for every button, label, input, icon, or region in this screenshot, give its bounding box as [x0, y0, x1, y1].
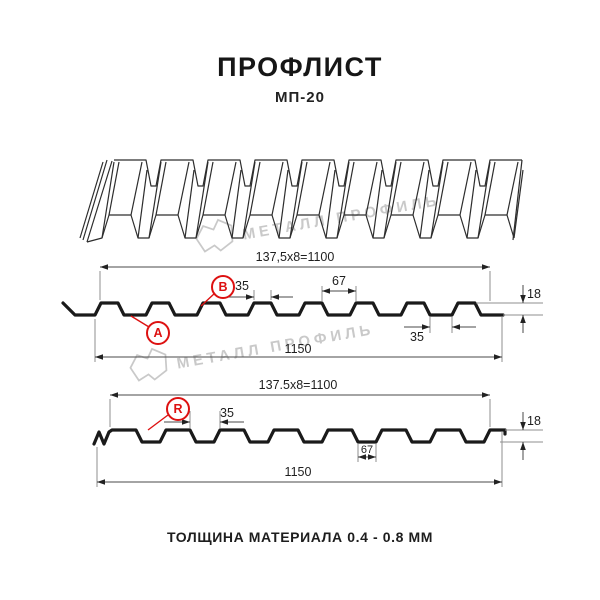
side-a-badge: A	[146, 321, 170, 345]
dim-valley-width: 35	[410, 330, 424, 344]
dim-pitch-formula-bottom: 137.5x8=1100	[258, 378, 338, 392]
dim-profile-height: 18	[527, 287, 541, 301]
side-b-badge: B	[211, 275, 235, 299]
dim-overall-width: 1150	[284, 342, 312, 356]
page-title: ПРОФЛИСТ	[217, 52, 383, 82]
dim-pitch-formula-top: 137,5x8=1100	[255, 250, 335, 264]
dim-valley-opening: 67	[332, 274, 346, 288]
dim-crest-width: 35	[220, 406, 234, 420]
dim-valley-width: 67	[360, 444, 374, 456]
profile-model: МП-20	[275, 89, 325, 106]
dim-crest-width: 35	[235, 279, 249, 293]
dim-overall-width: 1150	[284, 465, 312, 479]
material-thickness-note: ТОЛЩИНА МАТЕРИАЛА 0.4 - 0.8 ММ	[166, 529, 434, 545]
side-r-badge: R	[166, 397, 190, 421]
dim-profile-height: 18	[527, 414, 541, 428]
